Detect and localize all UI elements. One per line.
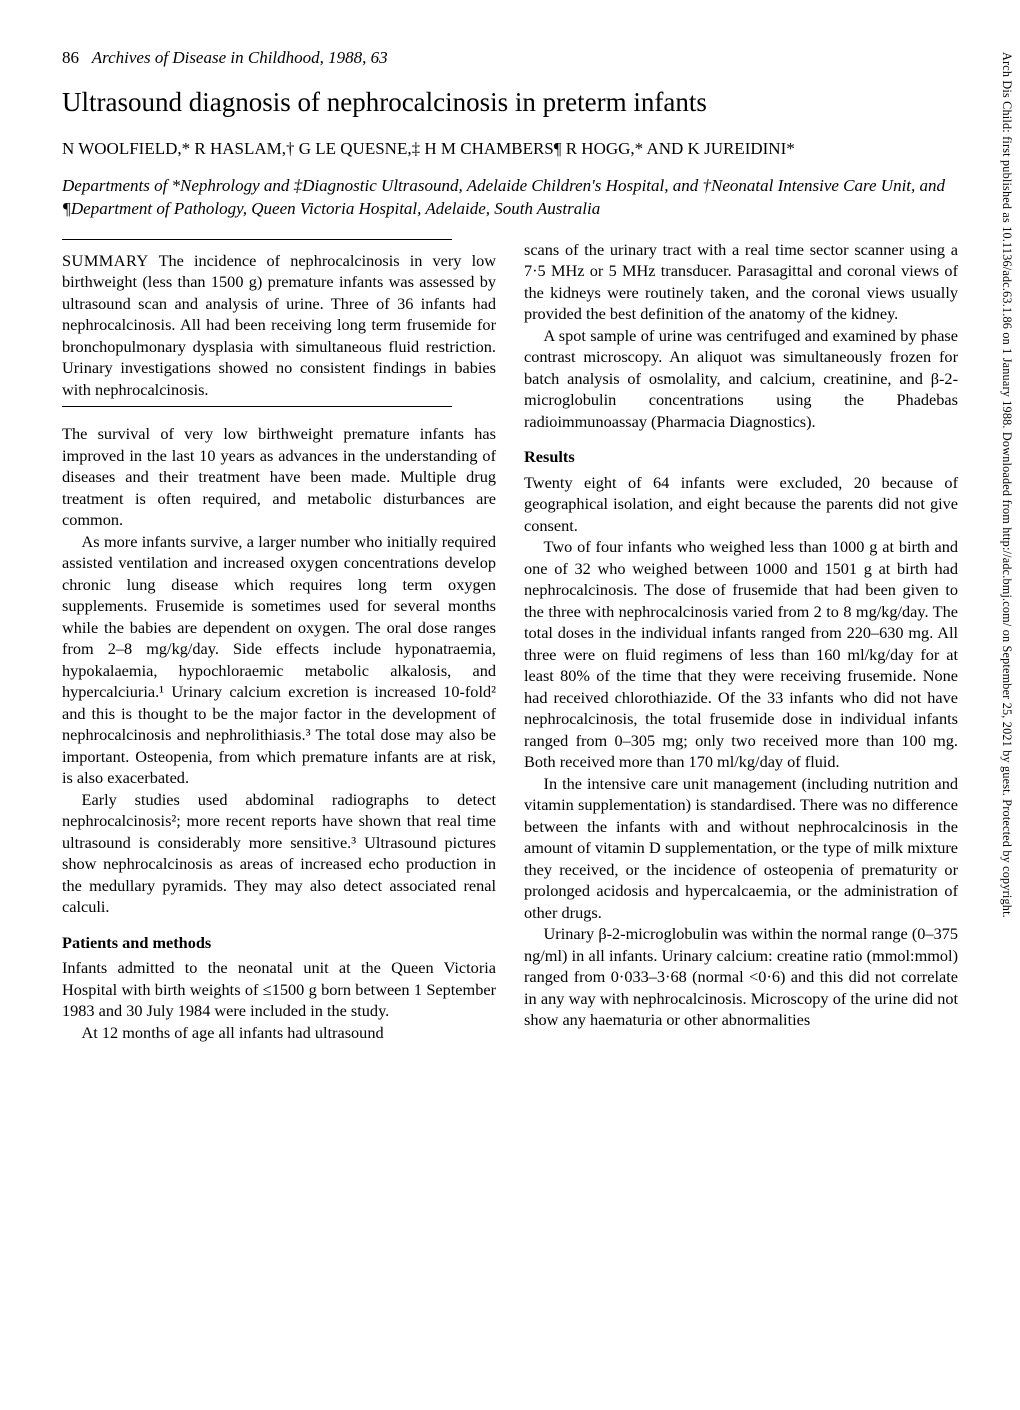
para-intro-1: The survival of very low birthweight pre… [62,423,496,531]
para-intro-2: As more infants survive, a larger number… [62,531,496,789]
authors: N WOOLFIELD,* R HASLAM,† G LE QUESNE,‡ H… [62,138,958,161]
affiliations: Departments of *Nephrology and ‡Diagnost… [62,175,958,221]
summary-block: SUMMARY The incidence of nephrocalcinosi… [62,250,496,401]
summary-rule-top [62,239,452,240]
para-methods-cont-2: A spot sample of urine was centrifuged a… [524,325,958,433]
summary-rule-bottom [62,406,452,407]
para-results-4: Urinary β-2-microglobulin was within the… [524,923,958,1031]
body-columns: SUMMARY The incidence of nephrocalcinosi… [62,239,958,1044]
vertical-copyright-text: Arch Dis Child: first published as 10.11… [994,52,1014,1352]
section-heading-results: Results [524,446,958,468]
column-right: scans of the urinary tract with a real t… [524,239,958,1044]
para-patients-1: Infants admitted to the neonatal unit at… [62,957,496,1022]
page: 86 Archives of Disease in Childhood, 198… [0,0,1020,1410]
column-left: SUMMARY The incidence of nephrocalcinosi… [62,239,496,1044]
summary-label: SUMMARY [62,251,149,270]
para-results-2: Two of four infants who weighed less tha… [524,536,958,773]
running-header: 86 Archives of Disease in Childhood, 198… [62,48,958,68]
section-heading-patients: Patients and methods [62,932,496,954]
para-results-3: In the intensive care unit management (i… [524,773,958,924]
para-methods-cont-1: scans of the urinary tract with a real t… [524,239,958,325]
para-intro-3: Early studies used abdominal radiographs… [62,789,496,918]
journal-title: Archives of Disease in Childhood, 1988, … [92,48,388,67]
para-results-1: Twenty eight of 64 infants were excluded… [524,472,958,537]
summary-text: The incidence of nephrocalcinosis in ver… [62,251,496,399]
para-patients-2: At 12 months of age all infants had ultr… [62,1022,496,1044]
page-number: 86 [62,48,79,67]
article-title: Ultrasound diagnosis of nephrocalcinosis… [62,86,958,120]
